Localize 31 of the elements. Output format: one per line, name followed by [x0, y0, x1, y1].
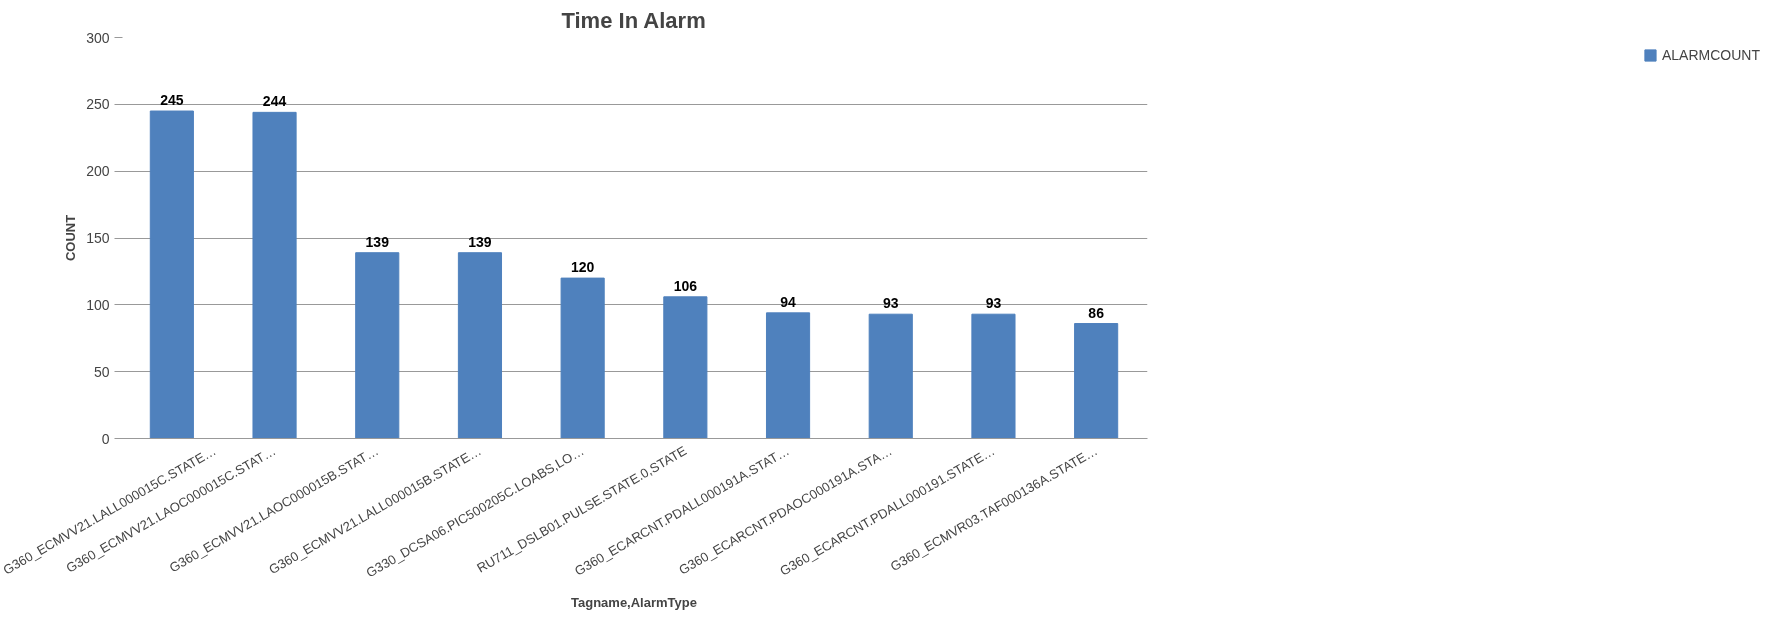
bar	[252, 111, 297, 439]
bar	[663, 296, 708, 439]
bar	[355, 252, 400, 439]
data-label: 245	[160, 92, 184, 109]
bar	[765, 312, 811, 439]
y-tick-label: 100	[86, 296, 110, 313]
y-tick-label: 300	[86, 29, 110, 46]
y-axis-title: COUNT	[63, 214, 79, 262]
bar	[457, 252, 503, 439]
bar	[149, 110, 194, 439]
legend-label: ALARMCOUNT	[1661, 47, 1760, 63]
bar	[971, 313, 1016, 439]
bar	[868, 313, 913, 439]
y-tick-label: 150	[86, 230, 110, 246]
data-label: 120	[570, 259, 595, 276]
data-label: 86	[1088, 304, 1105, 321]
y-tick-label: 250	[86, 96, 110, 113]
chart-title: Time In Alarm	[561, 7, 706, 33]
data-label: 139	[468, 233, 492, 250]
data-label: 94	[780, 293, 797, 310]
data-label: 93	[882, 295, 899, 312]
data-label: 93	[985, 295, 1002, 312]
x-axis-title: Tagname,AlarmType	[571, 594, 697, 610]
data-label: 139	[365, 233, 390, 250]
y-tick-label: 0	[101, 430, 110, 447]
y-tick-label: 50	[93, 363, 110, 380]
bar	[560, 277, 605, 439]
bar	[1074, 323, 1119, 439]
data-label: 106	[673, 277, 698, 294]
y-tick-label: 200	[86, 163, 110, 180]
data-label: 244	[262, 93, 287, 110]
